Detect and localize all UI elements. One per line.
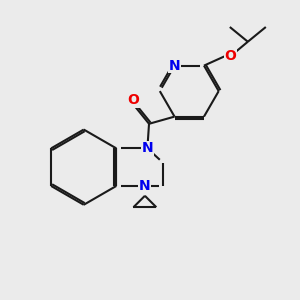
Text: O: O [224, 50, 236, 64]
Text: N: N [142, 141, 153, 155]
Text: O: O [128, 93, 140, 107]
Text: N: N [139, 179, 151, 193]
Text: N: N [169, 58, 180, 73]
